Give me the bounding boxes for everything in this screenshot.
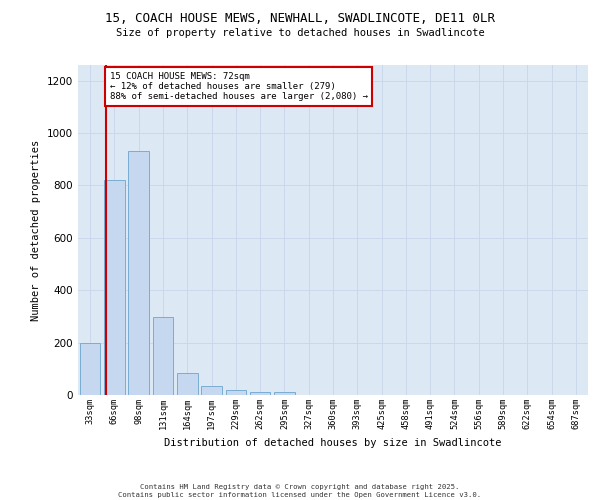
Bar [177, 372, 197, 395]
Bar [128, 152, 149, 395]
Text: Contains HM Land Registry data © Crown copyright and database right 2025.
Contai: Contains HM Land Registry data © Crown c… [118, 484, 482, 498]
Bar [274, 392, 295, 395]
Bar [250, 392, 271, 395]
Bar [104, 180, 125, 395]
Bar [226, 390, 246, 395]
X-axis label: Distribution of detached houses by size in Swadlincote: Distribution of detached houses by size … [164, 438, 502, 448]
Bar [80, 344, 100, 395]
Text: 15 COACH HOUSE MEWS: 72sqm
← 12% of detached houses are smaller (279)
88% of sem: 15 COACH HOUSE MEWS: 72sqm ← 12% of deta… [110, 72, 368, 102]
Bar [152, 317, 173, 395]
Text: 15, COACH HOUSE MEWS, NEWHALL, SWADLINCOTE, DE11 0LR: 15, COACH HOUSE MEWS, NEWHALL, SWADLINCO… [105, 12, 495, 26]
Bar [201, 386, 222, 395]
Text: Size of property relative to detached houses in Swadlincote: Size of property relative to detached ho… [116, 28, 484, 38]
Y-axis label: Number of detached properties: Number of detached properties [31, 140, 41, 320]
